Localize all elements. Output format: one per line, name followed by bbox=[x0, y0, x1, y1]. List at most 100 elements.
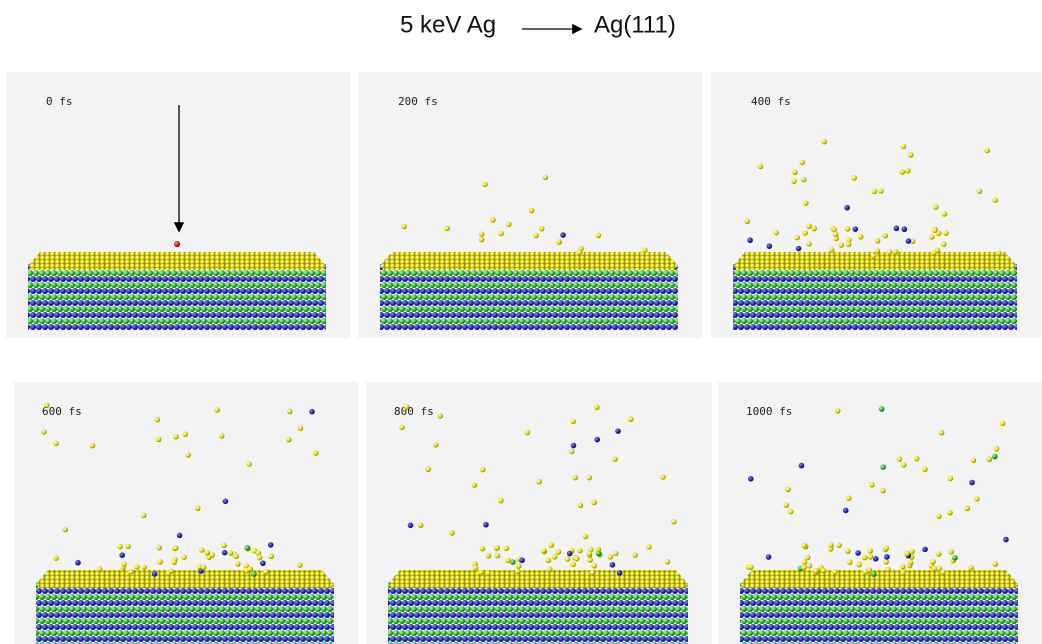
sputtered-atom bbox=[846, 237, 852, 243]
sputtered-atom bbox=[514, 568, 521, 575]
sputtered-atom bbox=[831, 226, 837, 233]
sputtered-atom bbox=[806, 562, 813, 569]
sputtered-atom bbox=[874, 248, 881, 254]
sputtered-atom bbox=[883, 545, 890, 551]
sputtered-atom bbox=[570, 561, 576, 568]
sputtered-atom bbox=[573, 555, 580, 562]
sputtered-atom bbox=[992, 197, 999, 203]
sputtered-atom bbox=[795, 245, 802, 252]
sputtered-atom bbox=[842, 507, 849, 514]
sputtered-atom bbox=[907, 152, 914, 158]
sputtered-atom bbox=[494, 544, 501, 551]
sputtered-atom bbox=[297, 425, 304, 431]
sputtered-atom bbox=[155, 436, 162, 443]
sputtered-atom bbox=[490, 216, 496, 223]
sputtered-atom bbox=[836, 542, 842, 548]
sputtered-atom bbox=[586, 474, 593, 481]
sputtered-atom bbox=[576, 249, 583, 256]
panel: 200 fs bbox=[358, 72, 702, 338]
sputtered-atom bbox=[1003, 536, 1009, 543]
sputtered-atom bbox=[901, 226, 908, 233]
sputtered-atom bbox=[568, 448, 575, 455]
sputtered-atom bbox=[800, 176, 807, 183]
sputtered-atom bbox=[151, 571, 158, 577]
sputtered-atom bbox=[165, 570, 171, 577]
sputtered-atom bbox=[940, 241, 947, 247]
sputtered-atom bbox=[260, 560, 266, 567]
sputtered-atom bbox=[984, 147, 990, 154]
sputtered-atom bbox=[787, 508, 794, 515]
sputtered-atom bbox=[498, 230, 504, 237]
sputtered-atom bbox=[560, 232, 566, 238]
sputtered-atom bbox=[783, 502, 790, 508]
sputtered-atom bbox=[845, 548, 851, 555]
time-label: 400 fs bbox=[751, 95, 791, 108]
sputtered-atom bbox=[857, 233, 864, 240]
time-label: 200 fs bbox=[398, 95, 438, 108]
sputtered-atom bbox=[403, 404, 410, 410]
sputtered-atom bbox=[505, 221, 512, 227]
sputtered-atom bbox=[820, 567, 827, 574]
sputtered-atom bbox=[941, 211, 948, 217]
sputtered-atom bbox=[612, 550, 619, 557]
sputtered-atom bbox=[641, 247, 648, 253]
sputtered-atom bbox=[913, 455, 920, 462]
slab-side bbox=[388, 582, 688, 644]
sputtered-atom bbox=[609, 562, 616, 568]
sputtered-atom bbox=[494, 552, 501, 559]
sputtered-atom bbox=[524, 429, 531, 436]
sputtered-atom bbox=[214, 407, 220, 413]
sputtered-atom bbox=[806, 223, 812, 229]
sputtered-atom bbox=[646, 544, 652, 550]
sputtered-atom bbox=[670, 518, 677, 525]
sputtered-atom bbox=[125, 543, 131, 550]
panel: 800 fs bbox=[366, 382, 712, 644]
sputtered-atom bbox=[993, 445, 1000, 452]
sputtered-atom bbox=[907, 559, 914, 566]
sputtered-atom bbox=[861, 554, 868, 561]
sputtered-atom bbox=[632, 552, 638, 558]
sputtered-atom bbox=[812, 567, 819, 574]
sputtered-atom bbox=[221, 542, 227, 549]
sputtered-atom bbox=[856, 561, 862, 568]
sputtered-atom bbox=[874, 238, 881, 244]
sputtered-atom bbox=[799, 159, 805, 166]
sputtered-atom bbox=[930, 558, 936, 565]
sputtered-atom bbox=[485, 552, 492, 559]
sputtered-atom bbox=[996, 250, 1002, 256]
sputtered-atom bbox=[399, 424, 405, 431]
panels: 0 fs 200 fs 400 fs 600 fs 800 fs 1000 fs bbox=[6, 72, 1042, 644]
sputtered-atom bbox=[968, 564, 974, 571]
sputtered-atom bbox=[595, 550, 602, 557]
sputtered-atom bbox=[766, 243, 773, 249]
sputtered-atom bbox=[533, 232, 539, 239]
sputtered-atom bbox=[267, 542, 274, 548]
sputtered-atom bbox=[922, 466, 928, 473]
sputtered-atom bbox=[117, 543, 123, 550]
sputtered-atom bbox=[932, 227, 938, 233]
sputtered-atom bbox=[801, 559, 808, 565]
sputtered-atom bbox=[43, 402, 50, 408]
sputtered-atom bbox=[909, 548, 915, 555]
sputtered-atom bbox=[119, 552, 125, 559]
sputtered-atom bbox=[802, 200, 809, 206]
sputtered-atom bbox=[896, 456, 903, 462]
sputtered-atom bbox=[757, 163, 764, 170]
sputtered-atom bbox=[449, 530, 455, 536]
sputtered-atom bbox=[154, 416, 161, 423]
panel: 600 fs bbox=[14, 382, 358, 644]
sputtered-atom bbox=[309, 408, 315, 415]
sputtered-atom bbox=[432, 441, 439, 448]
sputtered-atom bbox=[851, 175, 857, 181]
slab-surface bbox=[733, 252, 1017, 270]
sputtered-atom bbox=[932, 204, 939, 210]
sputtered-atom bbox=[801, 542, 808, 549]
sputtered-atom bbox=[589, 569, 596, 576]
sputtered-atom bbox=[176, 532, 183, 539]
time-label: 1000 fs bbox=[746, 405, 792, 418]
sputtered-atom bbox=[744, 218, 750, 225]
sputtered-atom bbox=[209, 552, 215, 558]
sputtered-atom bbox=[878, 188, 884, 194]
sputtered-atom bbox=[785, 486, 791, 493]
